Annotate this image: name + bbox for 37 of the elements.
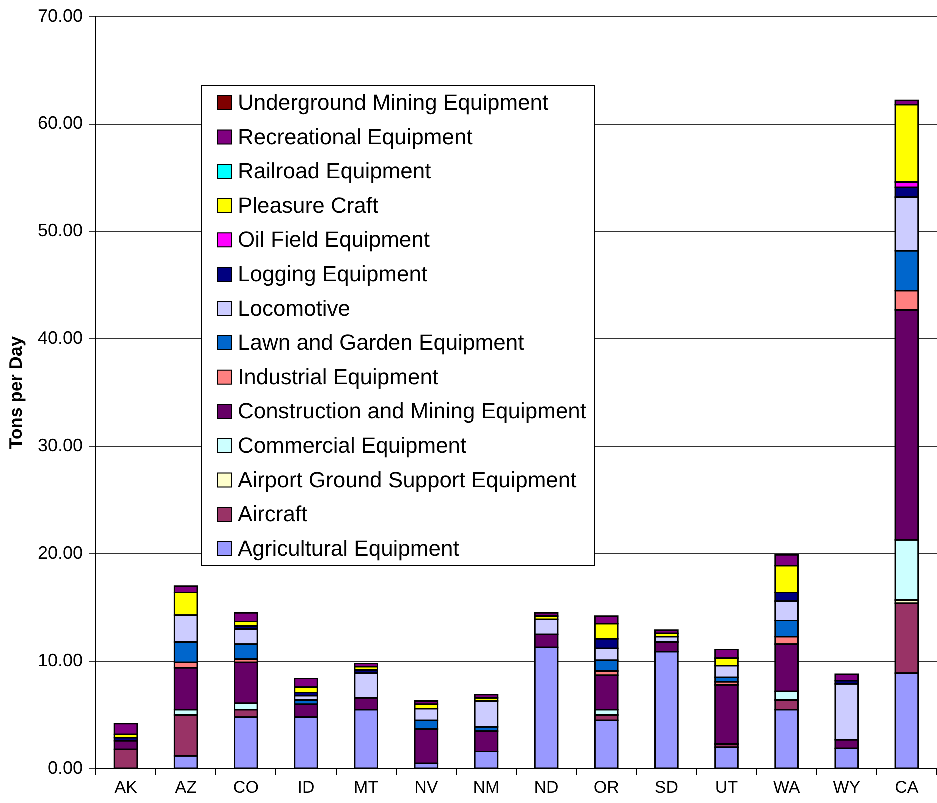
y-tick-label: 70.00 [38,6,83,26]
x-tick-label: CO [233,778,259,797]
x-tick-label: ID [298,778,315,797]
x-tick-label: SD [654,778,678,797]
x-tick-label: OR [594,778,620,797]
legend-label: Aircraft [238,502,308,527]
x-tick-label: NM [473,778,500,797]
legend-label: Railroad Equipment [238,158,432,184]
legend-label: Industrial Equipment [238,364,439,390]
y-tick-label: 60.00 [38,113,83,134]
x-tick-label: UT [715,778,738,797]
legend-label: Agricultural Equipment [238,536,460,561]
legend-label: Logging Equipment [238,262,428,287]
y-tick-label: 30.00 [38,436,83,456]
x-tick-label: CA [895,778,920,797]
legend-label: Underground Mining Equipment [238,90,549,116]
legend-label: Oil Field Equipment [238,227,430,252]
x-tick-label: NV [414,778,439,797]
legend-label: Recreational Equipment [238,124,473,150]
x-tick-label: WY [833,778,861,797]
legend-label: Locomotive [238,296,351,321]
legend-label: Construction and Mining Equipment [238,398,587,424]
y-tick-label: 20.00 [38,543,83,564]
legend-label: Airport Ground Support Equipment [238,467,577,492]
y-tick-label: 10.00 [38,650,83,671]
legend-label: Commercial Equipment [238,433,467,458]
y-axis-title: Tons per Day [6,336,26,450]
y-tick-label: 40.00 [38,328,83,348]
y-tick-label: 50.00 [38,220,83,241]
y-tick-label: 0.00 [48,758,83,778]
x-tick-label: ND [534,778,559,797]
x-tick-label: WA [773,778,801,797]
x-tick-label: AZ [175,778,197,797]
x-tick-label: AK [114,778,138,797]
legend-label: Pleasure Craft [238,192,379,218]
x-tick-label: MT [354,778,379,797]
legend-label: Lawn and Garden Equipment [238,330,524,356]
